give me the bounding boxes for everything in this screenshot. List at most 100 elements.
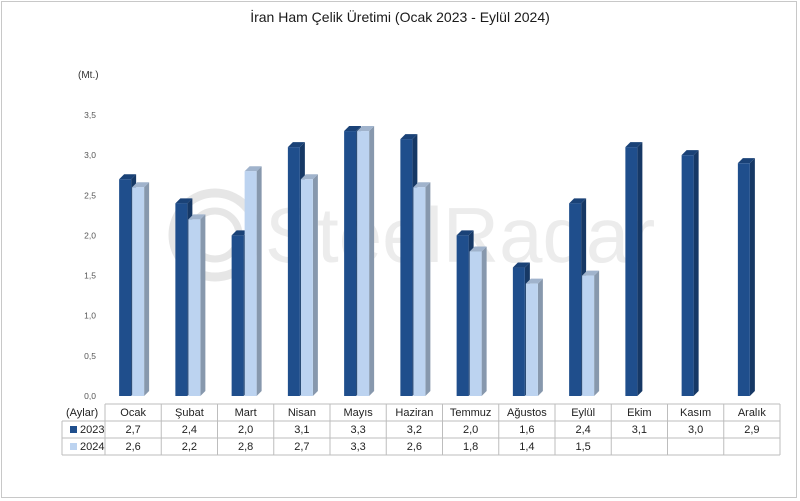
data-label-2023: 2,4 <box>182 424 197 436</box>
bar-2023-side <box>637 142 643 396</box>
data-label-2023: 2,7 <box>125 424 140 436</box>
y-tick-label: 2,0 <box>84 230 96 240</box>
bar-2024-6 <box>469 251 482 396</box>
data-label-2023: 1,6 <box>519 424 534 436</box>
y-tick-label: 1,5 <box>84 271 96 281</box>
data-label-2024: 2,2 <box>182 441 197 453</box>
bar-2023-top <box>625 142 643 148</box>
legend-swatch-2024 <box>70 443 77 450</box>
bar-2024-7 <box>525 283 538 396</box>
data-label-2023: 2,9 <box>744 424 759 436</box>
bar-2024-top <box>188 214 206 220</box>
data-label-2024: 2,6 <box>407 441 422 453</box>
data-label-2024: 1,4 <box>519 441 534 453</box>
data-label-2024: 3,3 <box>350 441 365 453</box>
bar-2023-10 <box>681 155 694 396</box>
legend-swatch-2023 <box>70 426 77 433</box>
bar-2023-5 <box>400 139 413 397</box>
bar-2024-top <box>357 126 375 132</box>
bar-2024-side <box>256 166 262 396</box>
x-tick-label: Mart <box>235 407 257 419</box>
y-tick-label: 0,0 <box>84 391 96 401</box>
legend-label-2024: 2024 <box>80 441 104 453</box>
data-label-2023: 3,2 <box>407 424 422 436</box>
bar-2024-side <box>312 174 318 396</box>
bar-2024-side <box>537 278 543 396</box>
x-tick-label: Ağustos <box>507 407 547 419</box>
bar-2023-4 <box>344 131 357 397</box>
bar-2024-top <box>469 246 487 252</box>
bar-2023-2 <box>231 235 244 396</box>
y-tick-label: 1,0 <box>84 311 96 321</box>
bar-2024-3 <box>300 179 313 396</box>
data-label-2023: 3,3 <box>350 424 365 436</box>
bar-2023-top <box>231 230 249 236</box>
bar-2024-side <box>594 270 600 396</box>
x-axis-label: (Aylar) <box>66 407 98 419</box>
bar-2024-8 <box>582 275 595 396</box>
bar-2023-1 <box>175 203 188 396</box>
bar-2024-side <box>144 182 150 396</box>
bar-2024-side <box>200 214 206 396</box>
data-label-2023: 3,1 <box>294 424 309 436</box>
data-label-2024: 1,5 <box>575 441 590 453</box>
bar-2023-0 <box>119 179 132 396</box>
y-tick-label: 3,5 <box>84 110 96 120</box>
bar-2023-top <box>681 150 699 156</box>
data-label-2023: 2,0 <box>463 424 478 436</box>
x-tick-label: Ocak <box>120 407 146 419</box>
bar-2024-top <box>525 278 543 284</box>
data-label-2024: 2,8 <box>238 441 253 453</box>
bar-2024-1 <box>188 219 201 396</box>
data-label-2023: 2,0 <box>238 424 253 436</box>
x-tick-label: Mayıs <box>343 407 373 419</box>
bar-2024-0 <box>132 187 145 396</box>
bar-2024-top <box>582 270 600 276</box>
data-label-2024: 2,7 <box>294 441 309 453</box>
bar-2023-top <box>737 158 755 164</box>
data-label-2023: 2,4 <box>575 424 590 436</box>
bar-2024-5 <box>413 187 426 396</box>
legend-label-2023: 2023 <box>80 424 104 436</box>
data-label-2024: 1,8 <box>463 441 478 453</box>
x-tick-label: Ekim <box>627 407 651 419</box>
y-tick-label: 0,5 <box>84 351 96 361</box>
bar-2023-top <box>569 198 587 204</box>
bar-2023-7 <box>512 267 525 396</box>
bar-2024-4 <box>357 131 370 397</box>
bar-2024-top <box>413 182 431 188</box>
y-tick-label: 2,5 <box>84 190 96 200</box>
bar-2023-3 <box>287 147 300 396</box>
bar-2023-8 <box>569 203 582 396</box>
bar-2023-top <box>512 262 530 268</box>
data-label-2023: 3,1 <box>632 424 647 436</box>
bar-2023-side <box>693 150 699 396</box>
bar-2023-6 <box>456 235 469 396</box>
data-label-2023: 3,0 <box>688 424 703 436</box>
bar-2023-top <box>456 230 474 236</box>
x-tick-label: Nisan <box>288 407 316 419</box>
bar-2023-11 <box>737 163 750 396</box>
x-tick-label: Eylül <box>571 407 595 419</box>
x-tick-label: Kasım <box>680 407 711 419</box>
bar-2024-side <box>425 182 431 396</box>
x-tick-label: Haziran <box>395 407 433 419</box>
data-label-2024: 2,6 <box>125 441 140 453</box>
bar-2023-top <box>344 126 362 132</box>
bar-2024-side <box>481 246 487 396</box>
y-tick-label: 3,0 <box>84 150 96 160</box>
bar-2023-top <box>287 142 305 148</box>
bar-2024-side <box>369 126 375 397</box>
bar-2023-9 <box>625 147 638 396</box>
x-tick-label: Temmuz <box>450 407 492 419</box>
bar-2023-top <box>119 174 137 180</box>
chart-title: İran Ham Çelik Üretimi (Ocak 2023 - Eylü… <box>250 9 550 25</box>
bar-2023-top <box>175 198 193 204</box>
x-tick-label: Aralık <box>738 407 767 419</box>
bar-2024-top <box>132 182 150 188</box>
x-tick-label: Şubat <box>175 407 204 419</box>
bar-2024-2 <box>244 171 257 396</box>
bar-2024-top <box>244 166 262 172</box>
bar-2024-top <box>300 174 318 180</box>
